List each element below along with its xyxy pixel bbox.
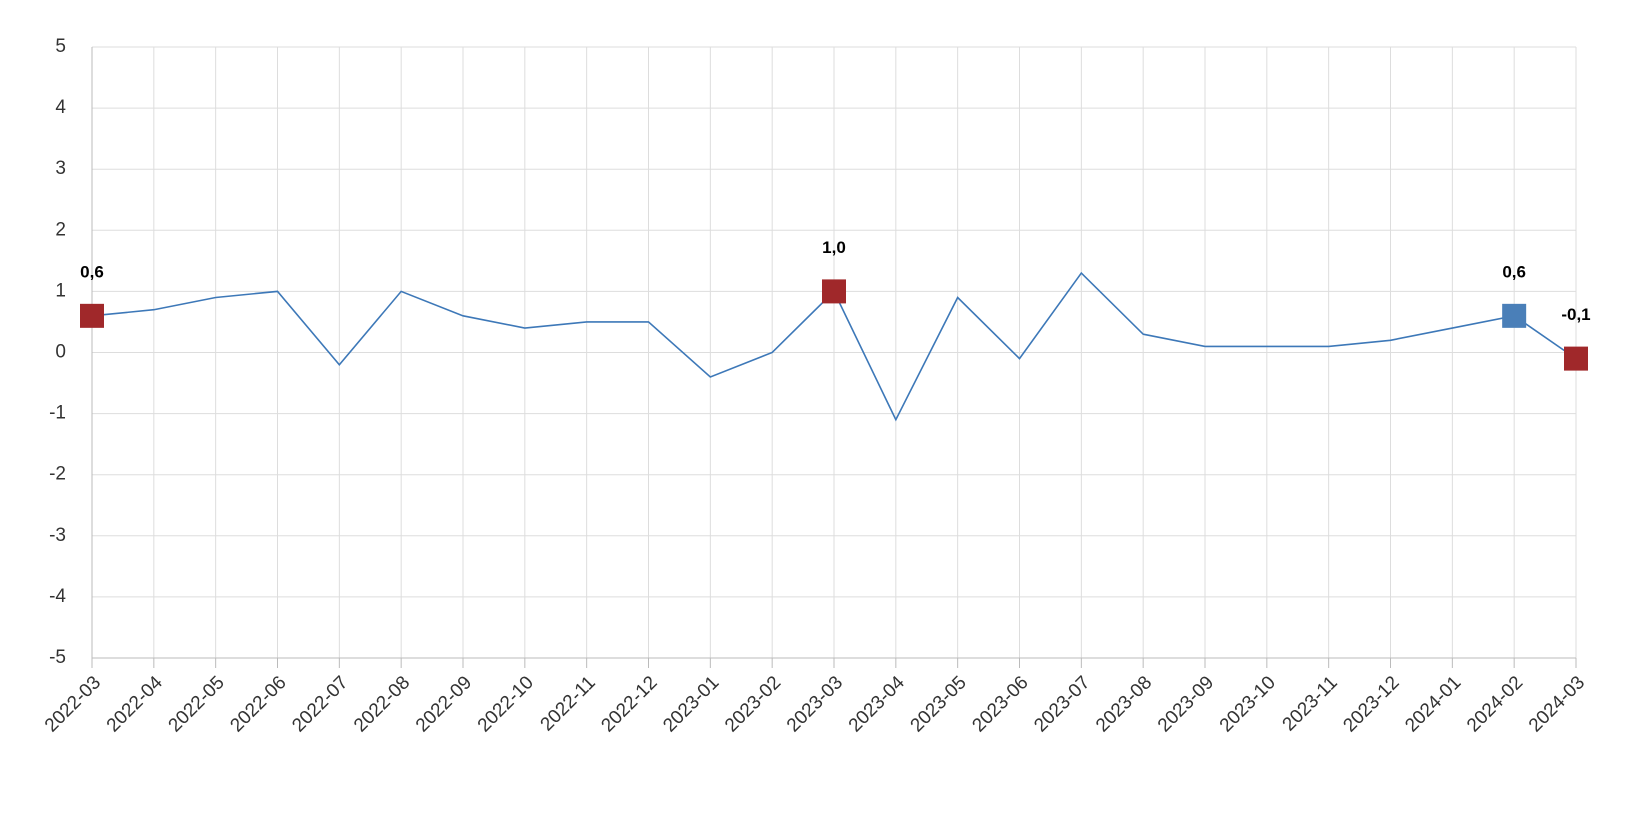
x-tick-label: 2023-03 [783,672,847,736]
highlight-label: 1,0 [822,238,846,257]
y-tick-label: 4 [55,97,66,118]
x-tick-label: 2024-02 [1463,672,1527,736]
x-tick-label: 2023-09 [1154,672,1218,736]
x-tick-label: 2022-03 [41,672,105,736]
x-tick-label: 2023-06 [968,672,1032,736]
x-tick-label: 2023-10 [1216,672,1280,736]
x-tick-label: 2022-09 [412,672,476,736]
y-tick-label: 5 [55,36,66,57]
x-tick-label: 2022-11 [537,672,600,735]
y-tick-label: -2 [49,464,66,485]
x-tick-label: 2022-07 [288,672,352,736]
x-tick-label: 2022-04 [103,672,167,736]
x-tick-label: 2023-04 [845,672,909,736]
highlight-marker [80,303,104,328]
x-tick-label: 2022-12 [597,672,661,736]
highlight-marker [822,279,846,304]
y-tick-label: 3 [55,158,66,179]
y-tick-label: -5 [49,647,66,668]
x-tick-label: 2023-08 [1092,672,1156,736]
y-tick-label: -4 [49,586,66,607]
highlight-label: 0,6 [1502,262,1526,281]
x-tick-label: 2023-12 [1339,672,1403,736]
x-tick-label: 2023-07 [1030,672,1094,736]
highlight-label: 0,6 [80,262,104,281]
x-tick-label: 2022-08 [350,672,414,736]
highlight-marker [1502,303,1527,328]
y-tick-label: 1 [55,280,66,301]
x-tick-label: 2023-11 [1279,672,1342,735]
x-tick-label: 2022-06 [226,672,290,736]
x-tick-label: 2023-01 [659,672,723,736]
x-tick-label: 2022-10 [474,672,538,736]
x-tick-label: 2024-03 [1525,672,1589,736]
x-tick-label: 2023-05 [907,672,971,736]
x-tick-label: 2024-01 [1401,672,1465,736]
x-tick-label: 2022-05 [165,672,229,736]
y-tick-label: -3 [49,525,66,546]
y-tick-label: -1 [49,403,66,424]
x-tick-label: 2023-02 [721,672,785,736]
y-tick-label: 2 [55,219,66,240]
y-tick-label: 0 [55,342,66,363]
highlight-marker [1564,346,1588,371]
highlight-label: -0,1 [1561,305,1590,324]
